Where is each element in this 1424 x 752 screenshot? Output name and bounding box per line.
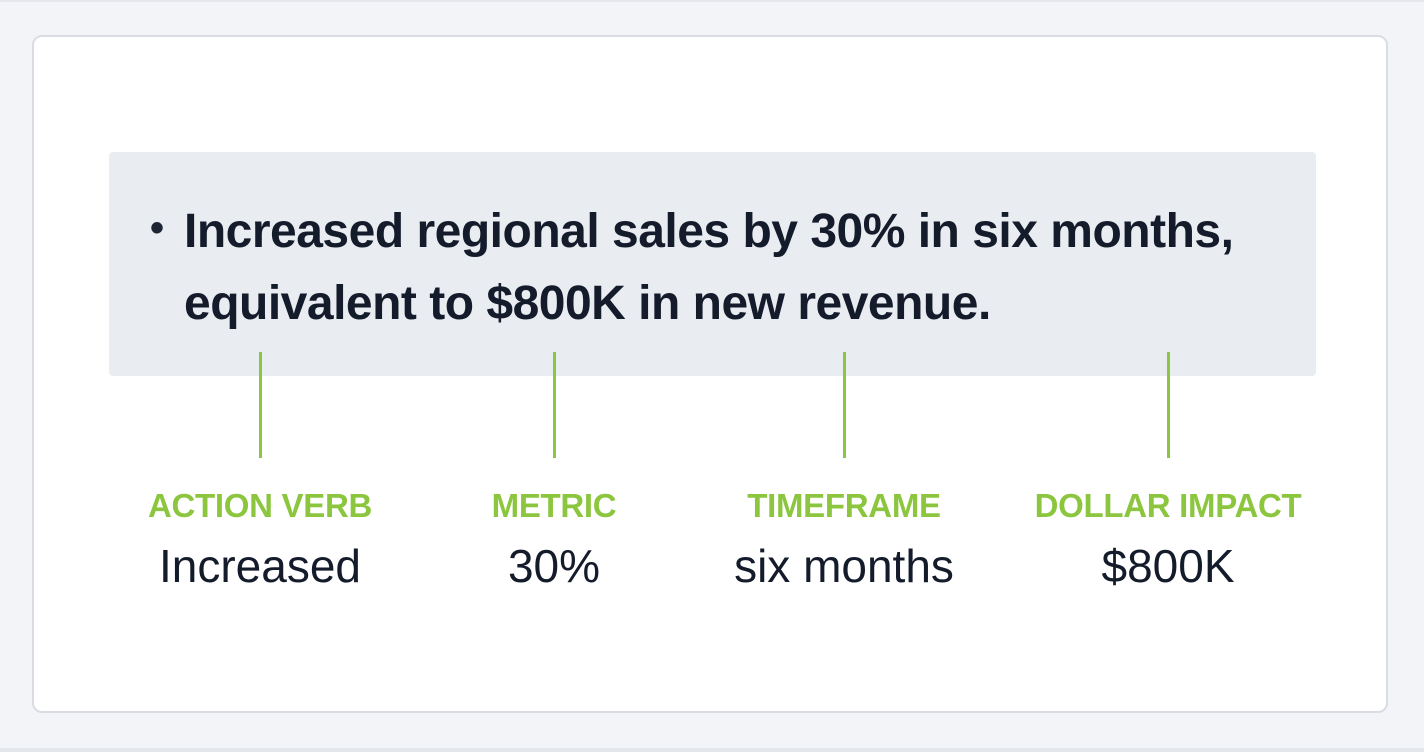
component-value: Increased	[158, 540, 361, 592]
bullet-marker: •	[150, 206, 165, 250]
statement-box	[109, 152, 1316, 376]
component-value: $800K	[1101, 540, 1235, 592]
component-metric: METRIC 30%	[394, 484, 714, 592]
connector-timeframe	[843, 352, 846, 458]
connector-action-verb	[259, 352, 262, 458]
component-dollar-impact: DOLLAR IMPACT $800K	[1008, 484, 1328, 592]
connector-dollar-impact	[1167, 352, 1170, 458]
component-label: TIMEFRAME	[747, 487, 941, 524]
bottom-divider	[0, 748, 1424, 752]
component-label: ACTION VERB	[147, 487, 373, 524]
connector-metric	[553, 352, 556, 458]
component-value: six months	[734, 540, 954, 592]
statement-text: Increased regional sales by 30% in six m…	[184, 196, 1294, 340]
component-label: METRIC	[491, 487, 617, 524]
component-timeframe: TIMEFRAME six months	[684, 484, 1004, 592]
component-label: DOLLAR IMPACT	[1034, 487, 1302, 524]
component-value: 30%	[507, 540, 601, 592]
top-divider	[0, 0, 1424, 2]
statement-line-2: equivalent to $800K in new revenue.	[184, 277, 991, 330]
statement-line-1: Increased regional sales by 30% in six m…	[184, 205, 1234, 258]
component-action-verb: ACTION VERB Increased	[100, 484, 420, 592]
